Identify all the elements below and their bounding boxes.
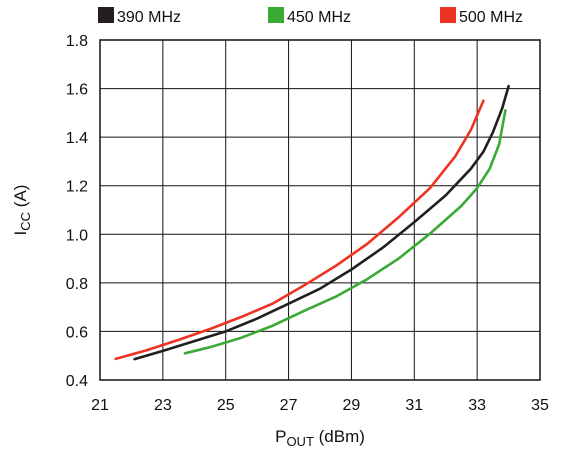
y-tick-label: 1.0 [66,227,88,244]
x-axis-label: POUT (dBm) [275,427,365,449]
x-tick-label: 27 [280,397,298,414]
y-tick-label: 1.2 [66,179,88,196]
legend-label-500-mhz: 500 MHz [459,9,523,26]
series-line-390-mhz [133,84,510,361]
legend: 390 MHz 450 MHz 500 MHz [98,7,523,26]
x-tick-labels: 21 23 25 27 29 31 33 35 [91,397,549,414]
y-tick-labels: 0.4 0.6 0.8 1.0 1.2 1.4 1.6 1.8 [66,33,88,390]
series-line-450-mhz [183,109,507,355]
x-tick-label: 33 [468,397,486,414]
x-tick-label: 29 [343,397,361,414]
x-tick-label: 35 [531,397,549,414]
plot-frame [99,39,541,381]
series-line-500-mhz [114,99,485,361]
x-tick-label: 31 [405,397,423,414]
y-tick-label: 1.8 [66,33,88,50]
x-tick-label: 25 [217,397,235,414]
x-tick-label: 23 [154,397,172,414]
x-tick-label: 21 [91,397,109,414]
series-lines [114,84,510,361]
grid-lines [99,39,541,381]
legend-swatch-390-mhz [98,7,114,23]
legend-swatch-450-mhz [268,7,284,23]
y-tick-label: 0.4 [66,373,88,390]
y-tick-label: 1.6 [66,82,88,99]
legend-label-450-mhz: 450 MHz [287,9,351,26]
y-axis-label: ICC (A) [11,185,33,236]
y-tick-label: 0.8 [66,276,88,293]
y-tick-label: 1.4 [66,130,88,147]
y-tick-label: 0.6 [66,324,88,341]
legend-swatch-500-mhz [440,7,456,23]
legend-label-390-mhz: 390 MHz [117,9,181,26]
